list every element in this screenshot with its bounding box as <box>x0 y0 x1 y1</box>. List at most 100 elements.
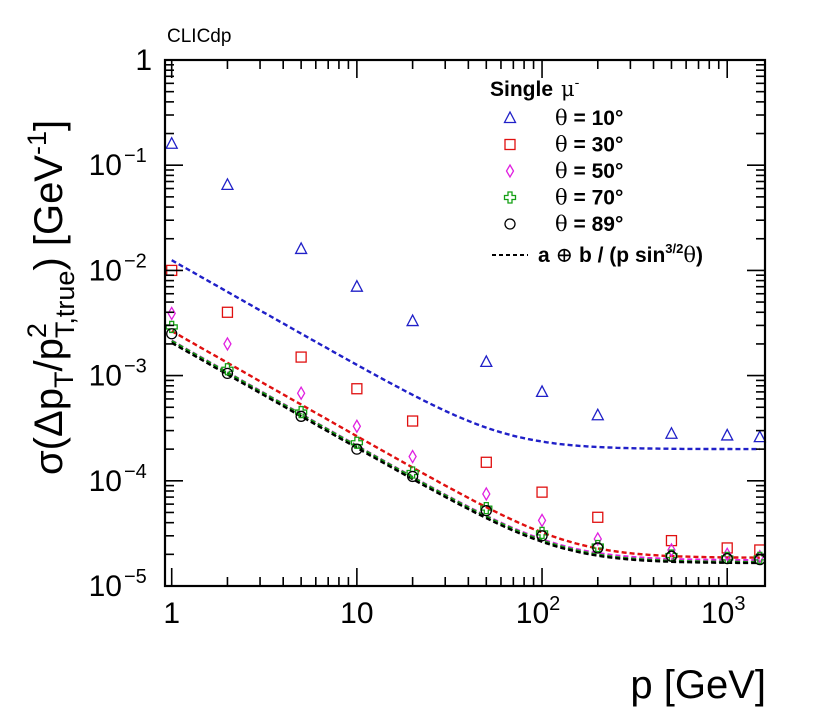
y-tick-label-exp: −5 <box>124 566 147 588</box>
x-axis-title: p [GeV] <box>630 663 766 707</box>
y-tick-label: 10 <box>89 254 122 287</box>
legend-marker <box>505 163 515 179</box>
data-point <box>352 418 362 434</box>
data-point <box>223 336 232 352</box>
y-title-close: ) [GeV <box>27 155 71 271</box>
y-tick-label-exp: −2 <box>124 250 147 272</box>
data-point <box>482 486 491 502</box>
y-axis-title: σ(ΔpT/p2T,true) [GeV-1] <box>22 120 80 475</box>
legend-marker <box>503 110 517 124</box>
y-title-sup-m1: -1 <box>22 131 52 155</box>
data-point <box>406 415 419 427</box>
legend-header-text: Single <box>490 78 553 101</box>
x-tick-label: 103 <box>701 593 746 630</box>
y-title-sup-2: 2 <box>22 323 52 338</box>
y-title-end: ] <box>27 120 71 131</box>
fit-line <box>171 259 760 451</box>
data-markers <box>165 136 767 566</box>
data-point <box>221 306 234 318</box>
data-point <box>296 385 306 401</box>
legend-header-mu: μ <box>561 77 575 101</box>
data-point <box>408 449 417 464</box>
data-point <box>667 542 676 558</box>
legend-entry-label: θ = 10° <box>555 106 623 130</box>
data-point <box>537 513 547 528</box>
legend-header: Single μ- <box>490 75 580 101</box>
axis-ticks <box>165 59 765 587</box>
legend-marker <box>504 138 516 151</box>
legend-entries: θ = 10° θ = 30°θ = 50° θ = 70°θ = 89° <box>503 106 623 236</box>
data-point <box>753 429 767 443</box>
data-point <box>480 505 492 517</box>
data-point <box>167 306 176 321</box>
data-point <box>351 383 363 395</box>
data-point <box>220 177 235 191</box>
y-tick-label: 1 <box>135 44 152 77</box>
data-point <box>221 367 234 380</box>
legend-entry-label: θ = 50° <box>555 159 623 183</box>
data-point <box>665 550 678 562</box>
legend-header-sup: - <box>575 75 580 91</box>
data-point <box>165 136 179 149</box>
fit-label-theta: θ <box>683 243 696 267</box>
y-title-sigma: σ(Δp <box>27 388 71 475</box>
fit-label-sup: 3/2 <box>665 241 683 256</box>
y-tick-label: 10 <box>89 465 122 498</box>
data-point <box>480 456 492 468</box>
data-point <box>535 384 549 398</box>
y-title-slash: /p <box>27 338 71 371</box>
y-title-sub-ttrue: T,true <box>50 271 80 339</box>
clicdp-watermark: CLICdp <box>167 26 231 47</box>
x-tick-label: 1 <box>163 597 180 630</box>
x-tick-label: 10 <box>340 597 373 630</box>
data-point <box>294 241 308 255</box>
data-point <box>753 551 766 565</box>
data-point <box>295 351 307 363</box>
y-tick-label: 10 <box>89 149 122 182</box>
data-point <box>592 542 604 554</box>
data-point <box>665 534 678 547</box>
data-point <box>406 466 419 479</box>
fit-lines <box>171 259 760 565</box>
data-point <box>221 363 234 376</box>
y-tick-label-exp: −4 <box>124 461 147 483</box>
data-point <box>294 405 308 419</box>
legend-marker <box>503 191 517 204</box>
data-point <box>536 486 548 498</box>
fit-line <box>171 341 760 565</box>
data-point <box>406 313 420 327</box>
data-point <box>295 410 307 422</box>
data-point <box>351 443 363 455</box>
legend-entry-label: θ = 70° <box>555 186 623 210</box>
legend-entry-label: θ = 30° <box>555 133 623 157</box>
x-tick-label: 102 <box>516 593 561 630</box>
y-tick-label: 10 <box>89 570 122 603</box>
y-title-sub-t: T <box>49 372 79 389</box>
fit-label-end: ) <box>696 244 703 267</box>
y-tick-label-exp: −3 <box>124 356 147 378</box>
fit-label-pre: a <box>538 244 556 267</box>
legend: Single μ- θ = 10° θ = 30°θ = 50° θ = 70°θ =… <box>490 75 703 267</box>
data-point <box>720 428 734 441</box>
fit-line <box>171 330 760 559</box>
legend-marker <box>504 218 516 230</box>
data-point <box>591 407 605 421</box>
fit-label-oplus: ⊕ <box>556 243 574 267</box>
data-point <box>721 552 733 565</box>
data-point <box>664 426 679 439</box>
data-point <box>593 531 603 547</box>
y-tick-label: 10 <box>89 360 122 393</box>
fit-line <box>171 340 760 564</box>
data-point <box>592 511 604 523</box>
data-point <box>479 354 493 368</box>
plot-frame <box>163 58 767 588</box>
legend-fit-label: a ⊕ b / (p sin3/2θ) <box>538 241 703 267</box>
fit-label-mid: b / (p sin <box>573 244 665 267</box>
legend-entry-label: θ = 89° <box>555 212 623 236</box>
data-point <box>350 279 364 292</box>
data-point <box>350 436 364 449</box>
y-tick-label-exp: −1 <box>124 145 147 167</box>
